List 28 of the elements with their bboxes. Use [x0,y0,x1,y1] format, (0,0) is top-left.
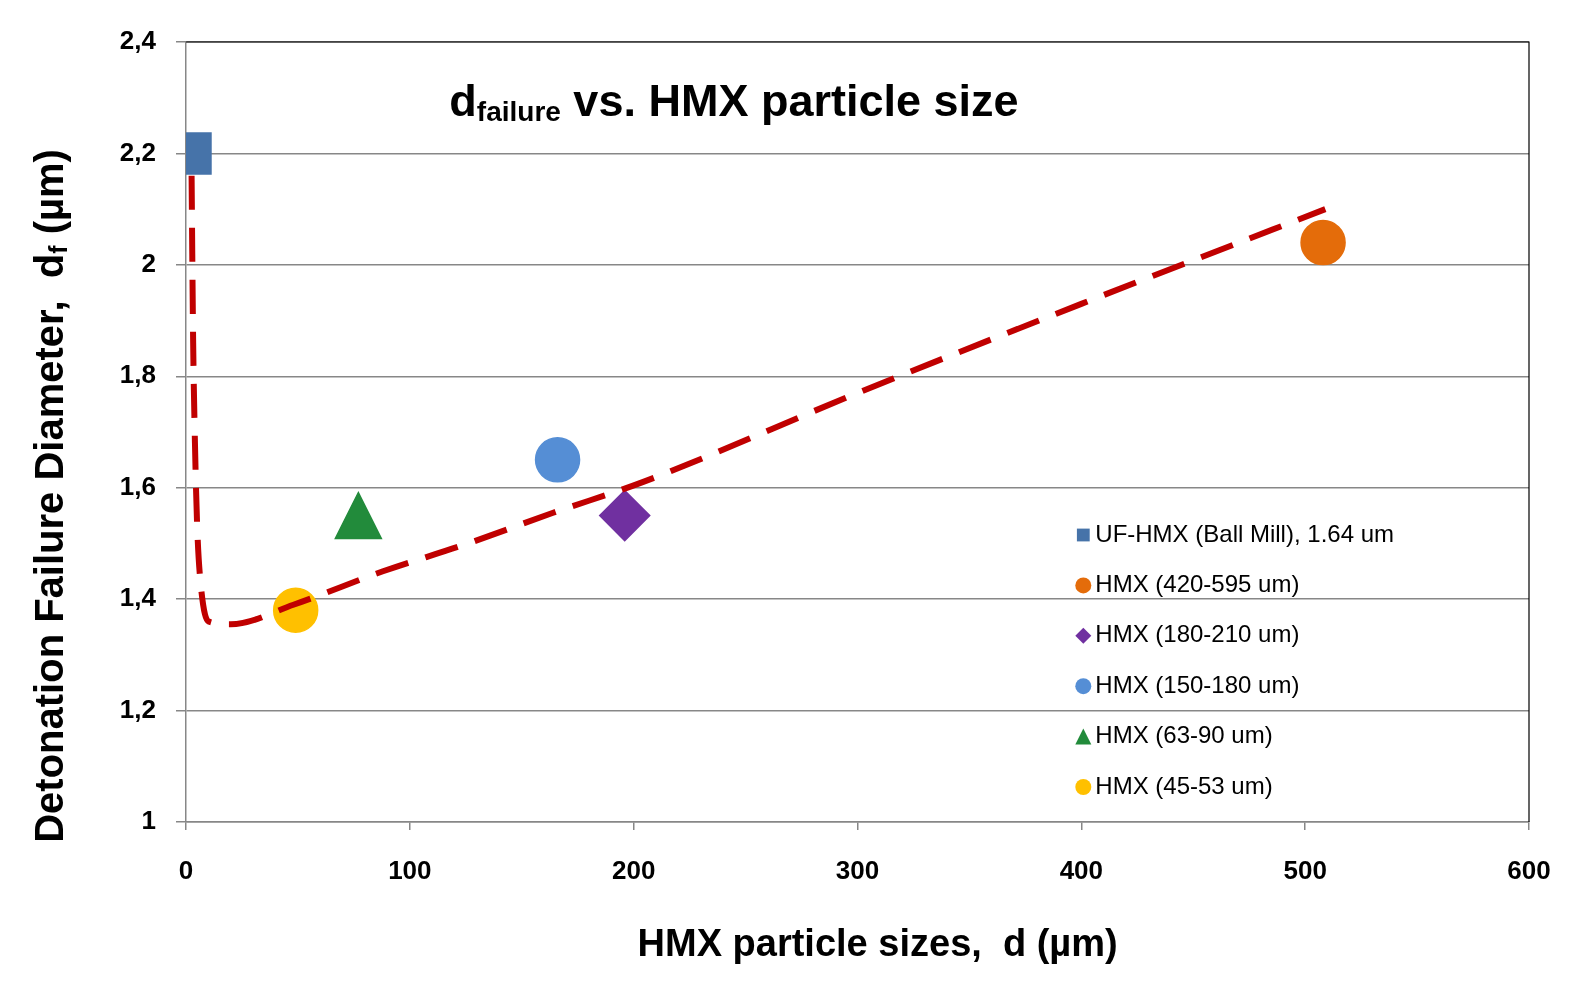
point [334,491,383,540]
point [1300,219,1346,266]
x-tick-label: 400 [1059,854,1104,885]
x-axis-title: HMX particle sizes, d (µm) [637,922,1118,965]
y-tick-label: 1,4 [119,582,157,613]
y-axis-title: Detonation Failure Diameter, df (µm) [27,149,72,843]
legend-label: HMX (420-595 um) [1095,570,1300,598]
text: dfailure vs. HMX particle size [449,75,1019,127]
y-tick-label: 1,2 [119,693,156,724]
legend-label: HMX (150-180 um) [1095,670,1300,698]
legend-label: HMX (45-53 um) [1095,771,1273,799]
y-tick-label: 1,6 [119,470,156,501]
y-tick-label: 1 [141,805,156,836]
x-tick-label: 100 [388,854,432,885]
legend-label: HMX (63-90 um) [1095,721,1273,749]
y-tick-label: 2 [141,248,156,279]
y-tick-label: 2,2 [119,136,156,167]
point [598,489,651,542]
x-tick-label: 600 [1507,854,1551,885]
x-tick-label: 500 [1283,854,1327,885]
point [534,437,581,483]
y-tick-label: 2,4 [119,25,157,56]
y-tick-label: 1,8 [119,359,156,390]
legend-label: HMX (180-210 um) [1095,620,1300,648]
x-tick-label: 300 [835,854,880,885]
legend-label: UF-HMX (Ball Mill), 1.64 um [1095,519,1394,547]
x-tick-label: 200 [611,854,656,885]
x-tick-label: 0 [178,854,194,885]
